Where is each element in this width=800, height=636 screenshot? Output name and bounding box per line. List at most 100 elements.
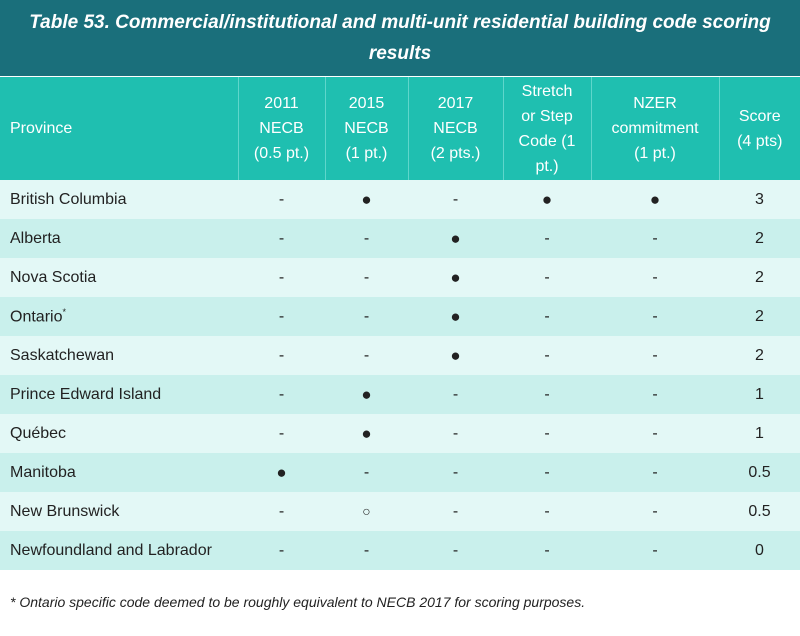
filled-dot-icon: ●: [450, 306, 461, 326]
dash-mark: -: [278, 268, 285, 286]
dash-mark: -: [652, 385, 658, 403]
column-header-province: Province: [0, 77, 238, 180]
hollow-dot-icon: ○: [362, 502, 371, 519]
province-name: Ontario: [10, 308, 63, 326]
cell-province: New Brunswick: [0, 492, 238, 531]
province-name: Newfoundland and Labrador: [10, 541, 212, 559]
cell-necb-2017: -: [408, 531, 503, 570]
cell-necb-2017: -: [408, 453, 503, 492]
dash-mark: -: [652, 268, 658, 286]
table-row: British Columbia - ● - ● ● 3: [0, 180, 800, 219]
column-header-necb-2017: 2017 NECB (2 pts.): [407, 77, 503, 180]
cell-province: Nova Scotia: [0, 258, 238, 297]
header-row: Province 2011 NECB (0.5 pt.) 2015 NECB (1 pt…: [0, 77, 800, 180]
cell-stretch-code: -: [503, 258, 591, 297]
score-value: 3: [755, 190, 764, 208]
table-title: Table 53. Commercial/institutional and m…: [0, 0, 800, 76]
cell-stretch-code: -: [503, 336, 591, 375]
table-row: Manitoba ● - - - - 0.5: [0, 453, 800, 492]
cell-province: Québec: [0, 414, 238, 453]
cell-necb-2015: -: [325, 219, 408, 258]
cell-score: 3: [719, 180, 800, 219]
cell-stretch-code: -: [503, 531, 591, 570]
filled-dot-icon: ●: [649, 189, 661, 209]
dash-mark: -: [452, 385, 459, 403]
score-value: 2: [755, 268, 764, 286]
province-name: Alberta: [10, 229, 61, 247]
dash-mark: -: [278, 385, 285, 403]
cell-stretch-code: -: [503, 297, 591, 336]
dash-mark: -: [652, 229, 658, 247]
dash-mark: -: [544, 463, 550, 481]
cell-province: Newfoundland and Labrador: [0, 531, 238, 570]
filled-dot-icon: ●: [361, 423, 372, 443]
cell-necb-2011: -: [238, 375, 325, 414]
dash-mark: -: [363, 307, 370, 325]
province-name: Saskatchewan: [10, 346, 115, 364]
cell-nzer: -: [591, 258, 719, 297]
score-value: 2: [755, 229, 764, 247]
dash-mark: -: [544, 307, 550, 325]
cell-necb-2015: -: [325, 258, 408, 297]
column-header-score: Score (4 pts): [718, 77, 800, 180]
dash-mark: -: [544, 424, 550, 442]
cell-necb-2017: -: [408, 375, 503, 414]
cell-necb-2015: -: [325, 453, 408, 492]
cell-necb-2011: -: [238, 258, 325, 297]
cell-nzer: -: [591, 492, 719, 531]
cell-necb-2011: -: [238, 414, 325, 453]
table-row: Alberta - - ● - - 2: [0, 219, 800, 258]
cell-province: Manitoba: [0, 453, 238, 492]
cell-nzer: -: [591, 336, 719, 375]
dash-mark: -: [544, 268, 550, 286]
cell-stretch-code: -: [503, 453, 591, 492]
table-row: Prince Edward Island - ● - - - 1: [0, 375, 800, 414]
filled-dot-icon: ●: [541, 189, 553, 209]
cell-nzer: -: [591, 414, 719, 453]
cell-stretch-code: -: [503, 219, 591, 258]
dash-mark: -: [544, 346, 550, 364]
table-row: Québec - ● - - - 1: [0, 414, 800, 453]
cell-score: 1: [719, 414, 800, 453]
dash-mark: -: [278, 346, 285, 364]
cell-nzer: -: [591, 453, 719, 492]
dash-mark: -: [652, 541, 658, 559]
cell-necb-2011: -: [238, 531, 325, 570]
cell-score: 0.5: [719, 453, 800, 492]
dash-mark: -: [278, 541, 285, 559]
cell-necb-2017: ●: [408, 297, 503, 336]
province-name: New Brunswick: [10, 502, 120, 520]
cell-necb-2011: -: [238, 219, 325, 258]
cell-necb-2017: ●: [408, 258, 503, 297]
cell-necb-2015: -: [325, 297, 408, 336]
cell-nzer: -: [591, 219, 719, 258]
table-row: Newfoundland and Labrador - - - - - 0: [0, 531, 800, 570]
cell-stretch-code: -: [503, 414, 591, 453]
cell-necb-2017: -: [408, 414, 503, 453]
dash-mark: -: [652, 424, 658, 442]
dash-mark: -: [652, 346, 658, 364]
column-header-necb-2015: 2015 NECB (1 pt.): [324, 77, 408, 180]
cell-necb-2011: -: [238, 492, 325, 531]
score-value: 2: [755, 346, 764, 364]
table-row: Ontario* - - ● - - 2: [0, 297, 800, 336]
dash-mark: -: [278, 307, 285, 325]
province-name: British Columbia: [10, 190, 127, 208]
table-row: New Brunswick - ○ - - - 0.5: [0, 492, 800, 531]
filled-dot-icon: ●: [276, 462, 287, 482]
dash-mark: -: [452, 190, 459, 208]
cell-necb-2011: -: [238, 336, 325, 375]
cell-necb-2015: ●: [325, 375, 408, 414]
table-row: Nova Scotia - - ● - - 2: [0, 258, 800, 297]
score-value: 1: [755, 424, 764, 442]
cell-necb-2015: -: [325, 336, 408, 375]
dash-mark: -: [652, 307, 658, 325]
cell-necb-2015: -: [325, 531, 408, 570]
cell-necb-2017: ●: [408, 336, 503, 375]
dash-mark: -: [363, 268, 370, 286]
cell-stretch-code: -: [503, 492, 591, 531]
dash-mark: -: [652, 502, 658, 520]
cell-nzer: -: [591, 375, 719, 414]
cell-nzer: ●: [591, 180, 719, 219]
dash-mark: -: [363, 463, 370, 481]
